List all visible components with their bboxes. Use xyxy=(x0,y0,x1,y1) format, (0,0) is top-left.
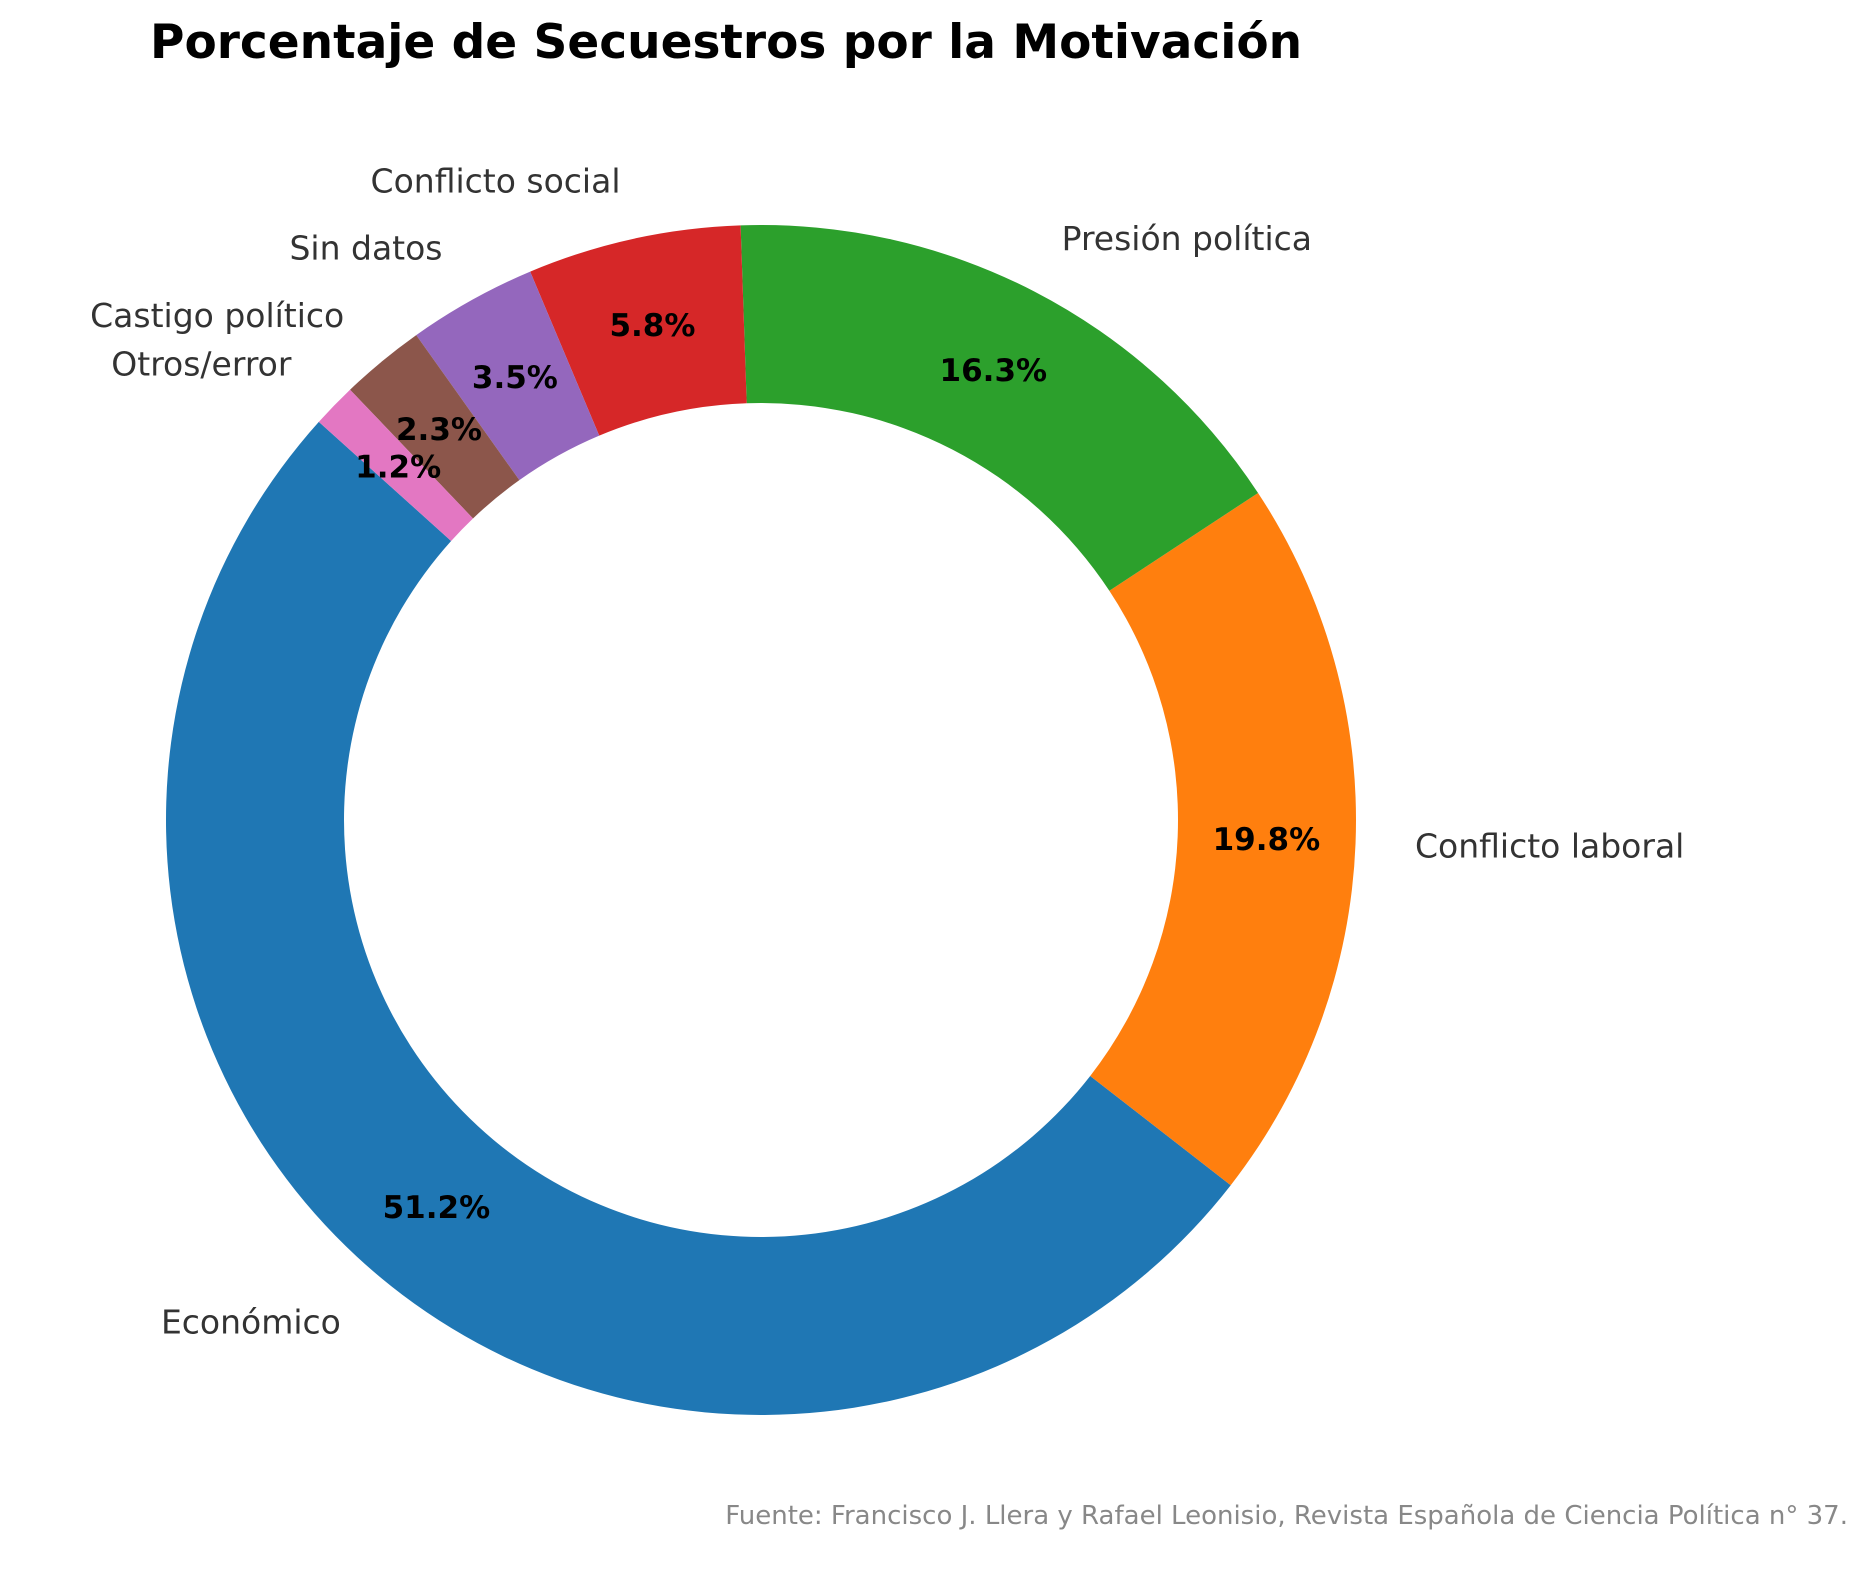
chart-title: Porcentaje de Secuestros por la Motivaci… xyxy=(150,15,1302,70)
category-labels-group: Económico Conflicto laboral Presión políti… xyxy=(90,161,1684,1341)
percent-label-conflicto-laboral: 19.8% xyxy=(1213,822,1321,858)
slice-castigo-politico xyxy=(350,335,520,519)
slice-conflicto-laboral xyxy=(1090,492,1356,1186)
slice-economico xyxy=(166,421,1231,1415)
category-label-castigo-politico: Castigo político xyxy=(90,296,344,335)
percent-label-conflicto-social: 5.8% xyxy=(609,308,695,344)
slice-sin-datos xyxy=(416,271,600,481)
percent-label-sin-datos: 3.5% xyxy=(472,360,558,396)
slices-group xyxy=(166,225,1356,1415)
category-label-presion-politica: Presión política xyxy=(1062,219,1312,258)
category-label-otros-error: Otros/error xyxy=(111,345,292,384)
category-label-conflicto-social: Conflicto social xyxy=(371,161,621,200)
percent-label-presion-politica: 16.3% xyxy=(940,353,1048,389)
category-label-sin-datos: Sin datos xyxy=(289,229,442,268)
percent-label-economico: 51.2% xyxy=(383,1190,491,1226)
slice-conflicto-social xyxy=(530,225,747,436)
percent-labels-group: 51.2% 19.8% 16.3% 5.8% 3.5% 2.3%1.2% xyxy=(355,308,1320,1226)
source-note: Fuente: Francisco J. Llera y Rafael Leon… xyxy=(725,1501,1848,1531)
slice-otros-error xyxy=(318,389,473,541)
category-label-economico: Económico xyxy=(161,1302,341,1341)
slice-presion-politica xyxy=(740,225,1259,591)
percent-label-castigo-politico: 2.3% xyxy=(396,412,482,448)
category-label-conflicto-laboral: Conflicto laboral xyxy=(1415,826,1684,865)
percent-label-otros-error: 1.2% xyxy=(355,450,441,486)
